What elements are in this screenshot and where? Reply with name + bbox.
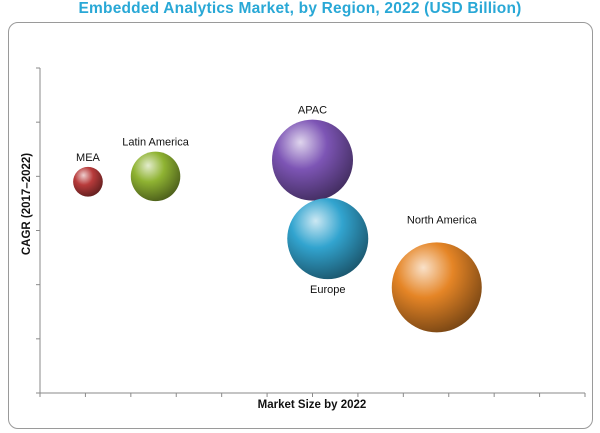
bubble-label-north-america: North America [407,214,478,226]
bubble-latin-america [130,151,181,202]
bubble-labels: MEA Latin America APAC Europe North America [76,105,477,297]
axes [36,67,586,397]
bubble-label-europe: Europe [310,284,345,296]
chart-title: Embedded Analytics Market, by Region, 20… [78,0,522,17]
bubble-label-latin-america: Latin America [122,137,190,149]
y-axis-label: CAGR (2017–2022) [21,153,33,255]
bubble-apac [272,119,353,201]
bubble-europe [287,198,369,280]
bubble-label-apac: APAC [298,105,327,117]
bubble-mea [73,166,103,197]
bubbles [73,119,482,333]
x-axis-label: Market Size by 2022 [258,399,367,411]
bubble-label-mea: MEA [76,152,101,164]
bubble-north-america [391,242,482,333]
